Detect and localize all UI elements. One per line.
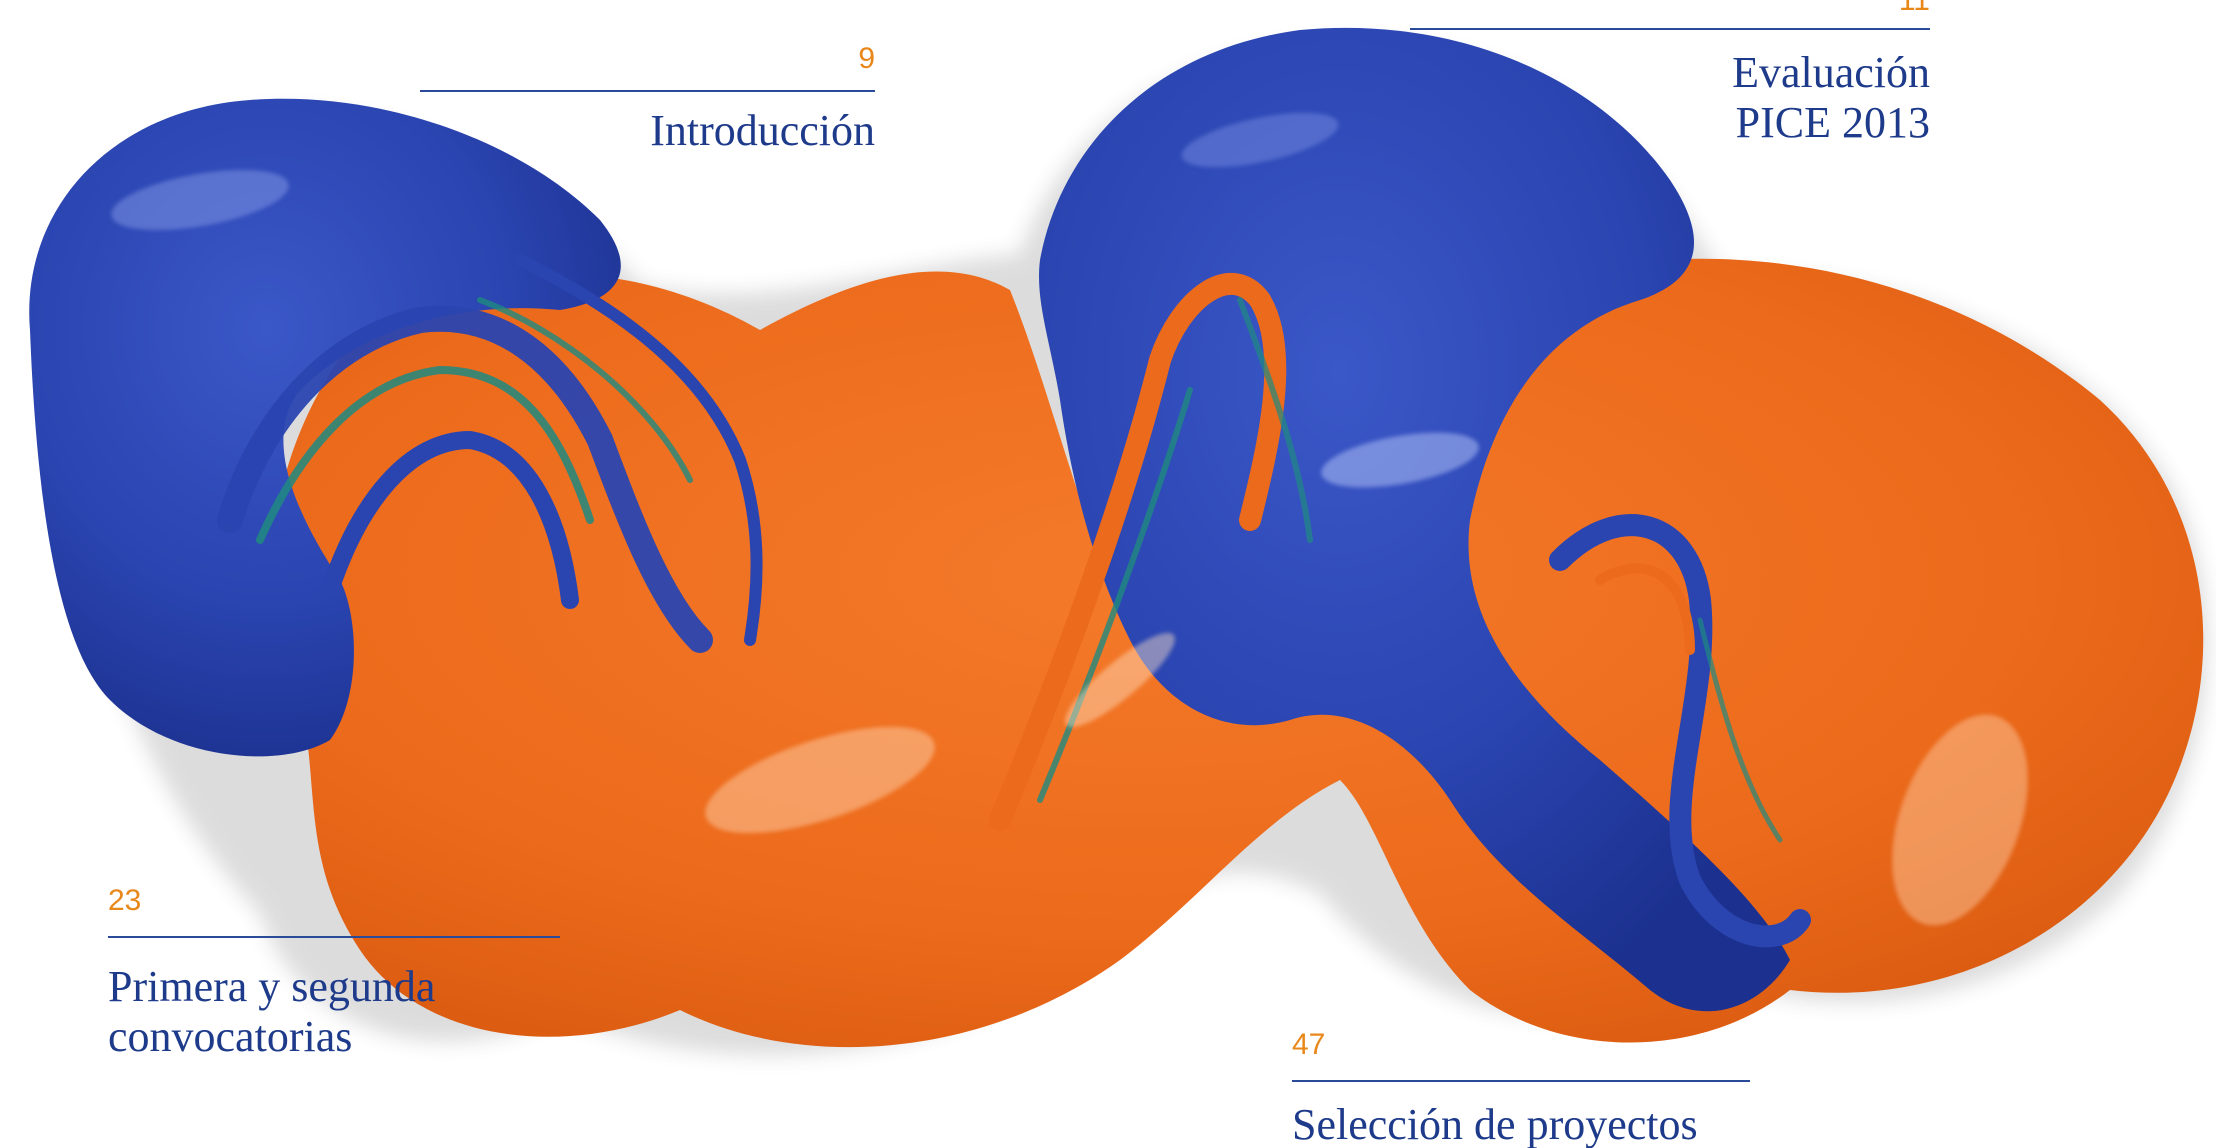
divider-rule bbox=[420, 90, 875, 92]
section-title-introduccion: Introducción bbox=[420, 106, 875, 156]
toc-entry-evaluacion[interactable]: 11 Evaluación PICE 2013 bbox=[1410, 0, 1930, 148]
divider-rule bbox=[1292, 1080, 1750, 1082]
page-number-seleccion: 47 bbox=[1292, 1028, 1750, 1062]
page-number-introduccion: 9 bbox=[420, 42, 875, 76]
toc-entry-convocatorias[interactable]: 23 Primera y segunda convocatorias bbox=[108, 884, 560, 1062]
section-title-seleccion: Selección de proyectos bbox=[1292, 1100, 1750, 1148]
page-number-evaluacion: 11 bbox=[1410, 0, 1930, 18]
section-title-convocatorias: Primera y segunda convocatorias bbox=[108, 962, 560, 1062]
toc-entry-seleccion[interactable]: 47 Selección de proyectos bbox=[1292, 1028, 1750, 1148]
toc-entry-introduccion[interactable]: 9 Introducción bbox=[420, 42, 875, 156]
page-number-convocatorias: 23 bbox=[108, 884, 560, 918]
divider-rule bbox=[108, 936, 560, 938]
divider-rule bbox=[1410, 28, 1930, 30]
section-title-evaluacion: Evaluación PICE 2013 bbox=[1410, 48, 1930, 148]
